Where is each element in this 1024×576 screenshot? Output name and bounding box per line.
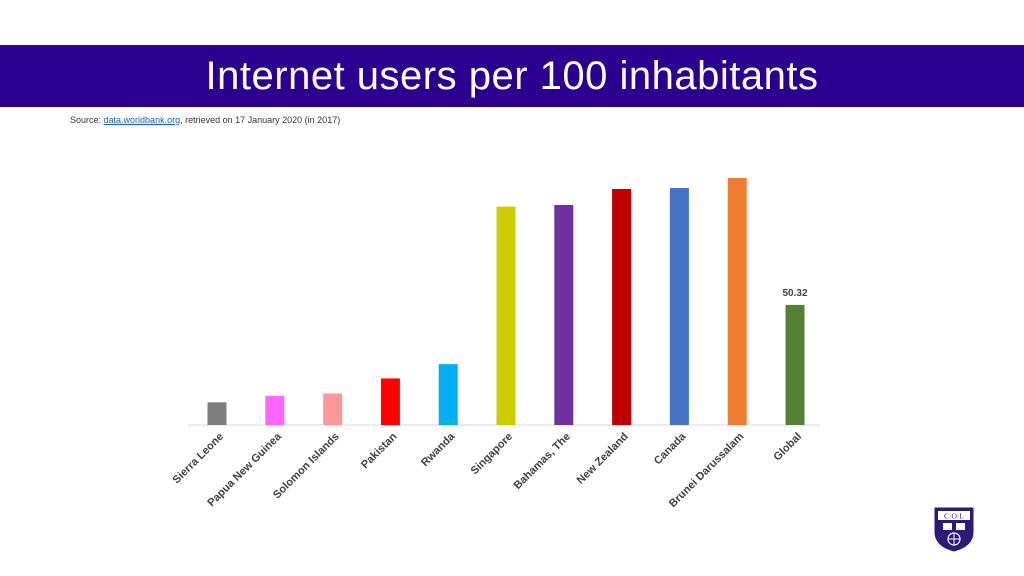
x-tick-label: Singapore — [469, 431, 516, 478]
bar-singapore — [496, 206, 516, 425]
col-logo-icon: C·O·L — [934, 507, 974, 552]
x-tick-label: Global — [771, 431, 804, 464]
bar-global — [785, 304, 805, 425]
bar-new-zealand — [612, 188, 632, 425]
source-prefix: Source: — [70, 115, 104, 125]
source-link[interactable]: data.worldbank.org — [103, 115, 181, 125]
page-title: Internet users per 100 inhabitants — [205, 53, 819, 98]
x-tick-label: Rwanda — [419, 430, 458, 469]
x-tick-label: Pakistan — [359, 430, 400, 471]
bar-canada — [669, 188, 689, 425]
bar-papua-new-guinea — [265, 395, 285, 425]
source-note: Source: data.worldbank.org, retrieved on… — [70, 115, 340, 125]
x-tick-label: Sierra Leone — [171, 431, 227, 487]
logo-text: C·O·L — [944, 512, 964, 521]
bar-rwanda — [438, 364, 458, 425]
x-tick-label: Canada — [652, 430, 689, 467]
title-band: Internet users per 100 inhabitants — [0, 45, 1024, 107]
data-label: 50.32 — [782, 288, 807, 299]
source-suffix: , retrieved on 17 January 2020 (in 2017) — [180, 115, 341, 125]
bar-solomon-islands — [323, 393, 343, 425]
bar-pakistan — [380, 378, 400, 425]
x-tick-label: Bahamas, The — [512, 431, 573, 492]
x-tick-label: New Zealand — [575, 431, 631, 487]
bar-bahamas-the — [554, 204, 574, 425]
bar-brunei-darussalam — [727, 178, 747, 425]
bar-sierra-leone — [207, 402, 227, 425]
